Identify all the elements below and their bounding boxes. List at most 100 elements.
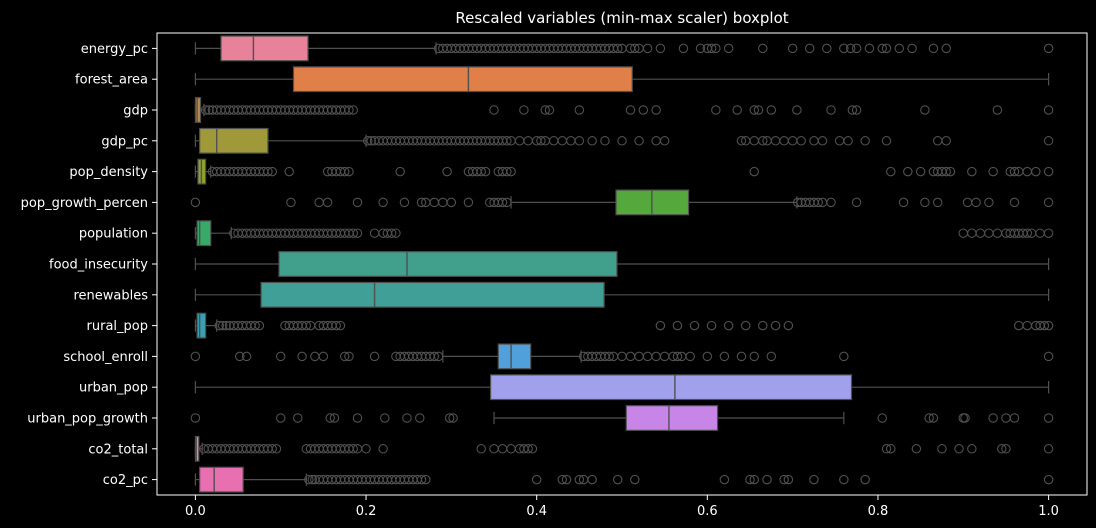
box-iqr: [220, 35, 309, 62]
outlier-point: [749, 351, 759, 362]
outlier-point: [190, 351, 201, 362]
outlier-point: [634, 136, 644, 146]
outlier-point: [655, 320, 666, 331]
outlier-point: [301, 320, 312, 331]
outlier-point: [369, 351, 380, 362]
outlier-point: [1043, 43, 1054, 54]
outlier-point: [766, 351, 777, 362]
box-iqr: [490, 374, 853, 401]
outlier-point: [267, 166, 277, 177]
outlier-point: [366, 136, 376, 146]
outlier-point: [932, 197, 943, 208]
outlier-point: [415, 413, 425, 423]
outlier-point: [1022, 228, 1033, 238]
box-co2-pc: [194, 466, 1054, 493]
box-iqr: [497, 343, 532, 370]
outlier-point: [235, 351, 245, 362]
box-iqr: [194, 435, 200, 462]
outlier-point: [489, 105, 499, 115]
outlier-point: [380, 413, 390, 423]
outlier-point: [920, 197, 930, 208]
outlier-point: [762, 474, 772, 485]
outlier-point: [416, 197, 427, 208]
outlier-point: [502, 136, 512, 146]
outlier-point: [304, 474, 314, 485]
y-tick-label: food_insecurity: [49, 258, 148, 273]
outlier-point: [325, 413, 335, 423]
box-energy-pc: [194, 35, 1054, 62]
outlier-point: [881, 136, 892, 146]
x-axis: 0.0 0.2 0.4 0.6 0.8 1.0: [185, 495, 1059, 519]
outlier-point: [845, 43, 856, 54]
x-tick-label: 0.8: [868, 504, 889, 519]
outlier-point: [960, 413, 970, 423]
outlier-point: [540, 105, 550, 115]
outlier-point: [429, 351, 440, 362]
outlier-point: [480, 166, 491, 177]
outlier-point: [877, 413, 887, 423]
outlier-point: [758, 136, 768, 146]
box-urban-pop: [194, 374, 1050, 401]
outlier-point: [928, 413, 939, 423]
outlier-point: [651, 105, 661, 115]
box-urban-pop-growth: [190, 405, 1054, 431]
outlier-point: [527, 444, 538, 454]
y-tick-label: pop_density: [69, 165, 148, 180]
outlier-point: [864, 43, 875, 54]
outlier-point: [519, 105, 529, 115]
outlier-point: [297, 351, 307, 362]
box-food-insecurity: [194, 251, 1050, 277]
box-pop-growth-percen: [190, 189, 1054, 216]
outlier-point: [813, 197, 823, 208]
outlier-point: [642, 43, 653, 54]
y-tick-label: energy_pc: [81, 42, 148, 57]
y-tick-label: urban_pop: [79, 381, 148, 396]
outlier-point: [221, 320, 231, 331]
outlier-point: [702, 351, 713, 362]
box-iqr: [260, 281, 605, 308]
outlier-point: [574, 136, 585, 146]
outlier-point: [502, 166, 512, 177]
outlier-point: [574, 105, 585, 115]
outlier-point: [1043, 351, 1054, 362]
outlier-point: [254, 320, 265, 331]
box-iqr: [194, 97, 202, 123]
outlier-point: [399, 197, 410, 208]
outlier-point: [706, 43, 717, 54]
outlier-point: [911, 444, 922, 454]
outlier-point: [779, 474, 789, 485]
box-iqr: [278, 251, 618, 277]
outlier-point: [1039, 320, 1050, 331]
outlier-point: [847, 105, 858, 115]
outlier-point: [200, 105, 211, 115]
outlier-point: [395, 166, 405, 177]
outlier-point: [612, 43, 623, 54]
outlier-point: [322, 197, 333, 208]
outlier-point: [271, 444, 282, 454]
box-iqr: [199, 466, 244, 493]
outlier-point: [732, 105, 742, 115]
outlier-point: [881, 444, 892, 454]
outlier-point: [544, 105, 555, 115]
outlier-point: [749, 474, 759, 485]
outlier-point: [638, 105, 649, 115]
outlier-point: [736, 351, 747, 362]
outlier-point: [924, 413, 934, 423]
outlier-point: [749, 166, 759, 177]
y-tick-label: gdp: [123, 104, 148, 119]
outlier-point: [331, 320, 341, 331]
outlier-point: [793, 197, 803, 208]
outlier-point: [561, 474, 572, 485]
outlier-point: [362, 136, 373, 146]
outlier-point: [695, 43, 706, 54]
outlier-point: [190, 197, 201, 208]
outlier-point: [826, 105, 836, 115]
box-iqr: [199, 127, 269, 154]
outlier-point: [672, 320, 683, 331]
outlier-point: [293, 413, 303, 423]
outlier-point: [792, 105, 802, 115]
outlier-point: [843, 136, 853, 146]
outlier-point: [787, 43, 798, 54]
outlier-point: [672, 351, 683, 362]
plot-area: [190, 35, 1054, 493]
